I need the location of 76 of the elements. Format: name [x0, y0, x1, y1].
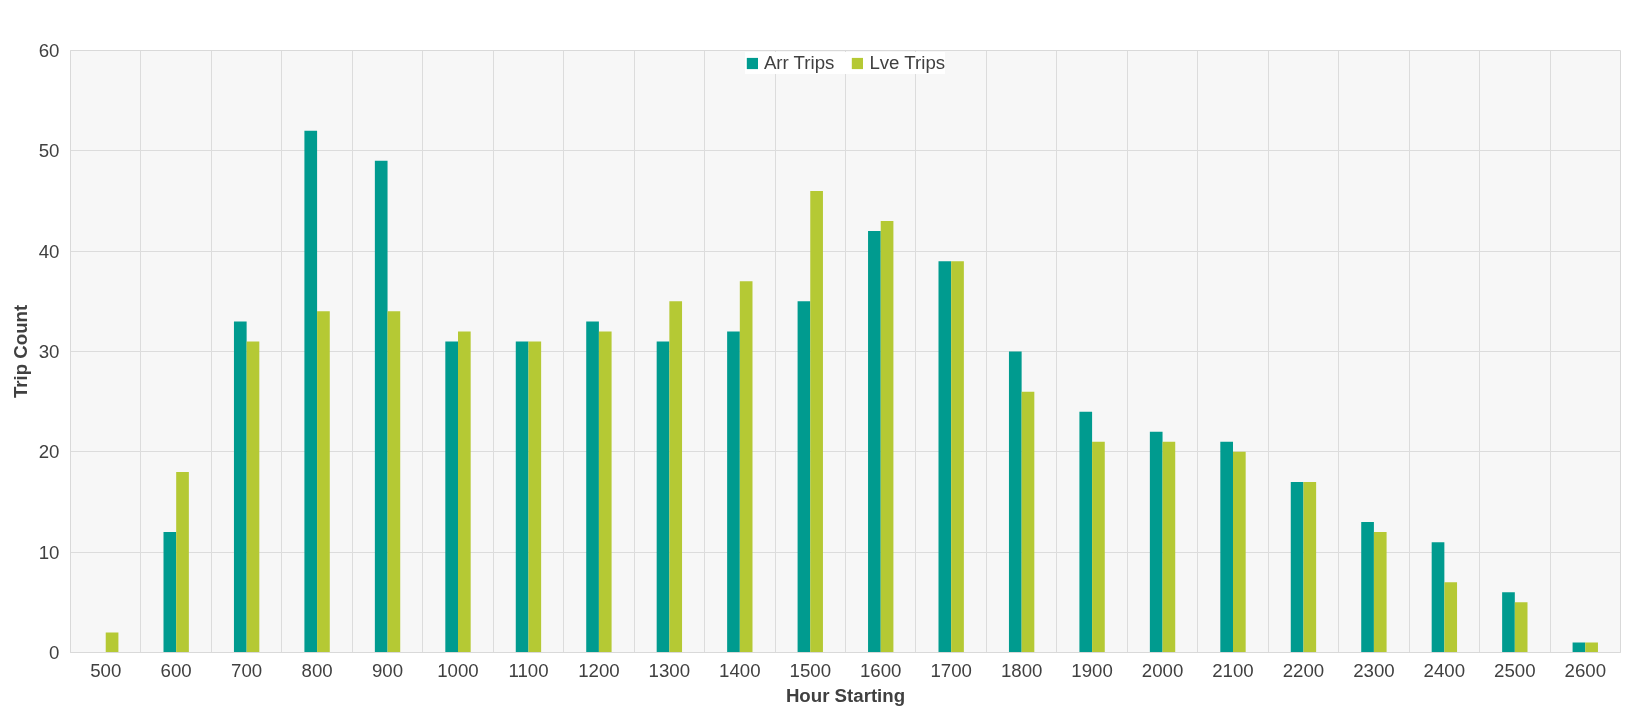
bar [1149, 431, 1163, 653]
bar [1162, 441, 1176, 653]
bar [1303, 481, 1317, 653]
x-tick-label: 1400 [719, 659, 761, 681]
x-tick-label: 1600 [859, 659, 902, 681]
y-tick-label: 50 [38, 140, 60, 162]
x-tick-label: 2400 [1423, 659, 1466, 681]
y-axis-title: Trip Count [9, 304, 31, 399]
x-tick-label: 800 [301, 659, 333, 681]
bar [515, 341, 529, 653]
bar [1233, 451, 1246, 653]
bar [598, 331, 612, 653]
x-tick-label: 2000 [1141, 659, 1184, 681]
x-tick-label: 2600 [1564, 659, 1607, 681]
bar [176, 471, 189, 653]
bar [1220, 441, 1233, 653]
bar [317, 311, 330, 653]
legend-label: Arr Trips [763, 52, 835, 74]
y-tick-label: 30 [38, 341, 60, 362]
bar [304, 130, 318, 653]
bar [163, 532, 177, 653]
bar [669, 301, 683, 653]
x-tick-label: 900 [371, 659, 404, 681]
bar [1361, 522, 1374, 653]
bar [374, 160, 388, 653]
bar [1444, 582, 1458, 653]
x-tick-label: 1900 [1071, 659, 1113, 681]
legend-label: Lve Trips [869, 52, 946, 74]
bar [938, 261, 952, 653]
x-axis-title: Hour Starting [785, 684, 906, 706]
bar [1021, 391, 1035, 653]
bar [1008, 351, 1022, 653]
y-tick-label: 10 [38, 541, 60, 563]
bar [233, 321, 247, 653]
bar [586, 321, 599, 653]
x-tick-label: 2500 [1494, 659, 1536, 681]
bar [1502, 592, 1515, 653]
x-tick-label: 2100 [1212, 659, 1254, 681]
bar [1290, 481, 1304, 653]
bar [1092, 441, 1105, 653]
x-tick-label: 1000 [437, 659, 479, 681]
x-tick-label: 1700 [930, 659, 972, 681]
bar [951, 261, 964, 653]
x-tick-label: 1800 [1000, 659, 1043, 681]
x-tick-label: 1500 [789, 659, 832, 681]
bar [739, 281, 753, 653]
bar [656, 341, 670, 653]
y-tick-label: 0 [49, 642, 60, 663]
x-tick-label: 2200 [1282, 659, 1325, 681]
x-tick-label: 700 [231, 659, 263, 681]
y-tick-label: 40 [38, 240, 60, 262]
bar [445, 341, 458, 653]
bar [1572, 642, 1586, 653]
bar [387, 311, 401, 653]
bar [246, 341, 260, 653]
bar [1373, 532, 1387, 653]
bar [797, 301, 811, 653]
x-tick-label: 1300 [648, 659, 691, 681]
bar [810, 190, 823, 653]
x-tick-label: 600 [160, 659, 192, 681]
bar [1431, 542, 1445, 653]
bar [880, 221, 894, 653]
x-tick-label: 1200 [578, 659, 620, 681]
bar [868, 231, 881, 653]
bar [727, 331, 740, 653]
x-tick-label: 1100 [508, 659, 549, 681]
y-tick-label: 60 [38, 40, 60, 61]
bar [1514, 602, 1528, 653]
bar [1585, 642, 1598, 653]
bar [528, 341, 542, 653]
x-tick-label: 500 [90, 659, 122, 681]
x-tick-label: 2300 [1353, 659, 1395, 681]
bar [1079, 411, 1093, 653]
bar [458, 331, 471, 653]
bar [105, 632, 119, 653]
y-tick-label: 20 [38, 441, 60, 463]
